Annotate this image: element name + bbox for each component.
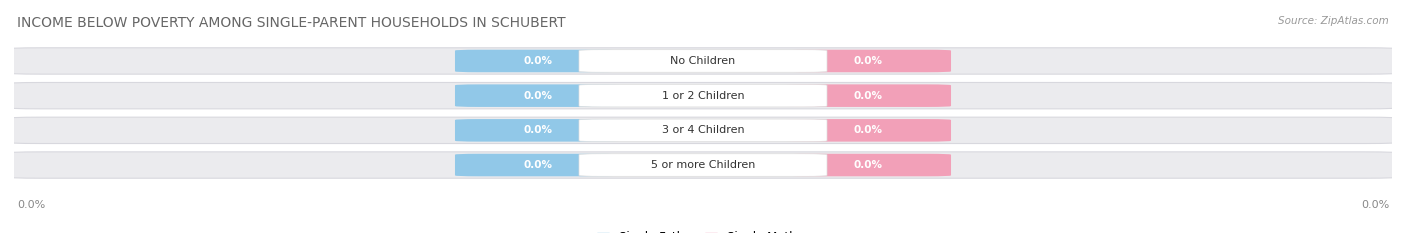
FancyBboxPatch shape (456, 84, 620, 107)
FancyBboxPatch shape (4, 117, 1402, 144)
FancyBboxPatch shape (456, 50, 620, 72)
FancyBboxPatch shape (4, 82, 1402, 109)
FancyBboxPatch shape (786, 119, 950, 142)
FancyBboxPatch shape (786, 50, 950, 72)
Text: 3 or 4 Children: 3 or 4 Children (662, 125, 744, 135)
Text: No Children: No Children (671, 56, 735, 66)
Text: INCOME BELOW POVERTY AMONG SINGLE-PARENT HOUSEHOLDS IN SCHUBERT: INCOME BELOW POVERTY AMONG SINGLE-PARENT… (17, 16, 565, 30)
FancyBboxPatch shape (786, 84, 950, 107)
Legend: Single Father, Single Mother: Single Father, Single Mother (598, 231, 808, 233)
FancyBboxPatch shape (579, 119, 827, 142)
FancyBboxPatch shape (579, 154, 827, 176)
FancyBboxPatch shape (579, 50, 827, 72)
Text: 5 or more Children: 5 or more Children (651, 160, 755, 170)
Text: Source: ZipAtlas.com: Source: ZipAtlas.com (1278, 16, 1389, 26)
Text: 0.0%: 0.0% (853, 91, 883, 101)
FancyBboxPatch shape (456, 154, 620, 176)
Text: 0.0%: 0.0% (523, 56, 553, 66)
Text: 0.0%: 0.0% (523, 91, 553, 101)
Text: 0.0%: 0.0% (523, 160, 553, 170)
Text: 0.0%: 0.0% (853, 160, 883, 170)
Text: 0.0%: 0.0% (17, 200, 45, 210)
Text: 1 or 2 Children: 1 or 2 Children (662, 91, 744, 101)
Text: 0.0%: 0.0% (853, 56, 883, 66)
Text: 0.0%: 0.0% (853, 125, 883, 135)
FancyBboxPatch shape (456, 119, 620, 142)
Text: 0.0%: 0.0% (1361, 200, 1389, 210)
FancyBboxPatch shape (579, 84, 827, 107)
FancyBboxPatch shape (4, 152, 1402, 178)
Text: 0.0%: 0.0% (523, 125, 553, 135)
FancyBboxPatch shape (786, 154, 950, 176)
FancyBboxPatch shape (4, 48, 1402, 74)
